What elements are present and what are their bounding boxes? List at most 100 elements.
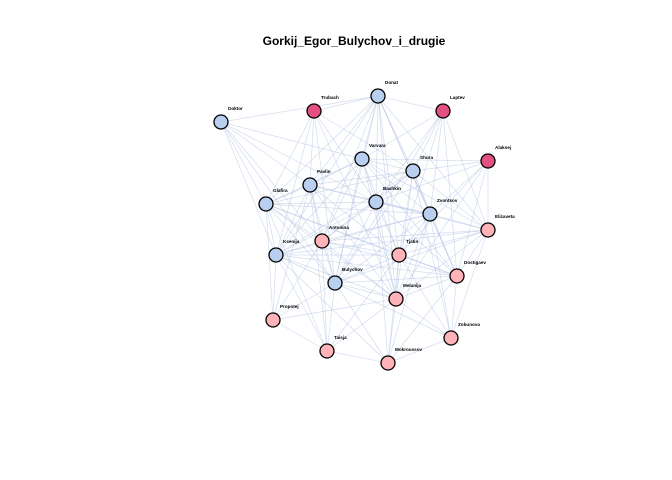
node-label-doktor: Doktor	[228, 106, 243, 111]
edge-bashkin-mokroussov	[375, 201, 389, 364]
edge-antonina-ksenija	[275, 240, 323, 256]
edge-donat-laptev	[377, 95, 444, 112]
edge-zvontsov-elizaveta	[429, 213, 489, 231]
node-taisja	[319, 343, 335, 359]
edge-antonina-propotej	[272, 240, 323, 321]
edge-glafira-zvontsov	[265, 203, 431, 215]
edge-doktor-antonina	[220, 121, 323, 242]
edge-doktor-donat	[220, 95, 379, 123]
edge-bashkin-antonina	[321, 201, 377, 242]
edge-alaksej-zvontsov	[429, 160, 489, 215]
edge-dostigaev-zobunova	[450, 275, 458, 339]
edge-antonina-melanija	[321, 240, 397, 300]
node-melanija	[388, 291, 404, 307]
edge-laptev-varvara	[361, 110, 444, 160]
node-label-mokroussov: Mokroussov	[395, 347, 423, 352]
edge-pavlin-taisja	[309, 184, 328, 352]
node-label-pavlin: Pavlin	[317, 169, 331, 174]
edge-ksenija-dostigaev	[275, 254, 458, 277]
edge-donat-bulychov	[334, 95, 379, 284]
node-label-trubach: Trubach	[321, 95, 339, 100]
edge-bulychov-melanija	[334, 282, 397, 300]
node-zobunova	[443, 330, 459, 346]
edge-laptev-dostigaev	[442, 110, 458, 277]
edge-donat-melanija	[377, 95, 397, 300]
edge-laptev-shura	[412, 110, 444, 172]
labels-layer: Donat Trubach Laptev Doktor Alaksej Varvara Sh…	[228, 80, 515, 352]
node-varvara	[354, 151, 370, 167]
edge-alaksej-bashkin	[375, 160, 489, 203]
node-label-laptev: Laptev	[450, 95, 465, 100]
edge-trubach-shura	[313, 110, 414, 172]
node-label-propotej: Propotej	[280, 304, 299, 309]
edge-donat-elizaveta	[377, 95, 489, 231]
edge-melanija-taisja	[326, 298, 397, 352]
edge-shura-elizaveta	[412, 170, 489, 231]
edge-shura-pavlin	[309, 170, 414, 186]
edge-donat-glafira	[265, 95, 379, 205]
node-propotej	[265, 312, 281, 328]
edge-melanija-mokroussov	[387, 298, 397, 364]
node-trubach	[306, 103, 322, 119]
edge-glafira-taisja	[265, 203, 328, 352]
edge-varvara-zvontsov	[361, 158, 431, 215]
edge-varvara-dostigaev	[361, 158, 458, 277]
edge-elizaveta-antonina	[321, 229, 489, 242]
edge-zvontsov-bulychov	[334, 213, 431, 284]
edge-shura-antonina	[321, 170, 414, 242]
node-label-bulychov: Bulychov	[342, 267, 363, 272]
edge-antonina-dostigaev	[321, 240, 458, 277]
edge-trubach-ksenija	[275, 110, 315, 256]
node-bashkin	[368, 194, 384, 210]
edge-bulychov-mokroussov	[334, 282, 389, 364]
edge-alaksej-melanija	[395, 160, 489, 300]
edge-glafira-antonina	[265, 203, 323, 242]
edge-tjatin-dostigaev	[398, 254, 458, 277]
edge-dostigaev-melanija	[395, 275, 458, 300]
edge-ksenija-bulychov	[275, 254, 336, 284]
edge-doktor-pavlin	[220, 121, 311, 186]
node-antonina	[314, 233, 330, 249]
edge-donat-tjatin	[377, 95, 400, 256]
edge-glafira-dostigaev	[265, 203, 458, 277]
edge-melanija-zobunova	[395, 298, 452, 339]
edge-glafira-ksenija	[265, 203, 277, 256]
chart-title: Gorkij_Egor_Bulychov_i_drugie	[263, 34, 446, 48]
node-label-donat: Donat	[385, 80, 398, 85]
edge-shura-tjatin	[398, 170, 414, 256]
edge-alaksej-varvara	[361, 158, 489, 162]
node-label-varvara: Varvara	[369, 143, 386, 148]
node-doktor	[213, 114, 229, 130]
edge-varvara-shura	[361, 158, 414, 172]
edge-pavlin-glafira	[265, 184, 311, 205]
edge-propotej-taisja	[272, 319, 328, 352]
edge-bulychov-propotej	[272, 282, 336, 321]
edge-zvontsov-ksenija	[275, 213, 431, 256]
node-label-alaksej: Alaksej	[495, 145, 511, 150]
edge-bashkin-bulychov	[334, 201, 377, 284]
edge-melanija-propotej	[272, 298, 397, 321]
edge-elizaveta-ksenija	[275, 229, 489, 256]
edge-elizaveta-tjatin	[398, 229, 489, 256]
edge-shura-melanija	[395, 170, 414, 300]
node-shura	[405, 163, 421, 179]
edge-elizaveta-bulychov	[334, 229, 489, 284]
edge-dostigaev-bulychov	[334, 275, 458, 284]
node-label-dostigaev: Dostigaev	[464, 260, 486, 265]
node-ksenija	[268, 247, 284, 263]
edge-ksenija-propotej	[272, 254, 277, 321]
edge-tjatin-mokroussov	[387, 254, 400, 364]
node-laptev	[435, 103, 451, 119]
node-pavlin	[302, 177, 318, 193]
edge-alaksej-shura	[412, 160, 489, 172]
node-donat	[370, 88, 386, 104]
node-tjatin	[391, 247, 407, 263]
edge-trubach-bashkin	[313, 110, 377, 203]
edge-varvara-melanija	[361, 158, 397, 300]
edge-antonina-tjatin	[321, 240, 400, 256]
node-label-tjatin: Tjatin	[406, 239, 418, 244]
node-glafira	[258, 196, 274, 212]
node-label-glafira: Glafira	[273, 188, 288, 193]
edge-bulychov-taisja	[326, 282, 336, 352]
edge-bulychov-zobunova	[334, 282, 452, 339]
